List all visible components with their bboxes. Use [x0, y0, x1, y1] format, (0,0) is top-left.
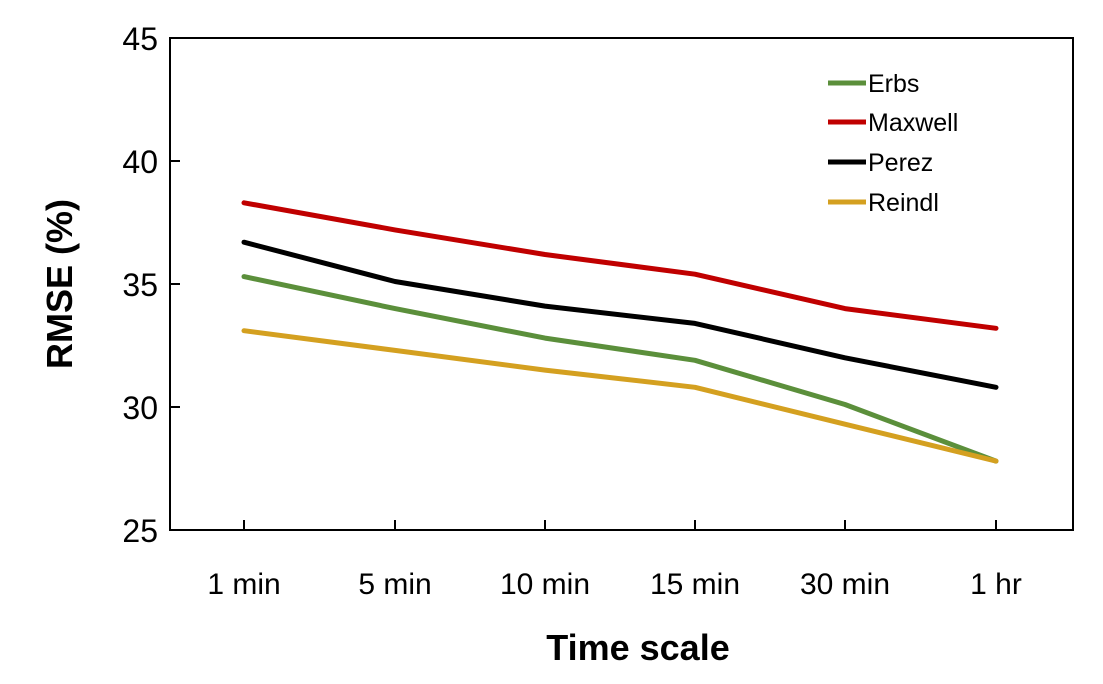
- y-axis-title: RMSE (%): [39, 199, 80, 369]
- x-tick-label: 10 min: [500, 568, 590, 601]
- x-tick-label: 30 min: [800, 568, 890, 601]
- y-tick-label: 25: [122, 513, 158, 549]
- x-tick-label: 1 hr: [970, 568, 1022, 601]
- x-axis-title: Time scale: [546, 627, 729, 668]
- legend: Erbs Maxwell Perez Reindl: [828, 70, 958, 217]
- y-tick-label: 35: [122, 267, 158, 303]
- x-tick-label: 5 min: [358, 568, 431, 601]
- series-line-reindl: [241, 328, 999, 464]
- y-tick-label: 45: [122, 21, 158, 57]
- x-axis: 1 min 5 min 10 min 15 min 30 min 1 hr: [207, 568, 1022, 601]
- y-axis: 25 30 35 40 45: [122, 21, 158, 549]
- x-tick-label: 1 min: [207, 568, 280, 601]
- series-line-perez: [241, 239, 999, 390]
- legend-label-reindl: Reindl: [868, 189, 939, 217]
- series-line-maxwell: [241, 200, 999, 331]
- legend-label-maxwell: Maxwell: [868, 109, 958, 137]
- legend-label-perez: Perez: [868, 149, 933, 177]
- x-tick-label: 15 min: [650, 568, 740, 601]
- legend-label-erbs: Erbs: [868, 70, 919, 98]
- y-tick-label: 40: [122, 144, 158, 180]
- y-tick-label: 30: [122, 390, 158, 426]
- series-line-erbs: [241, 274, 999, 464]
